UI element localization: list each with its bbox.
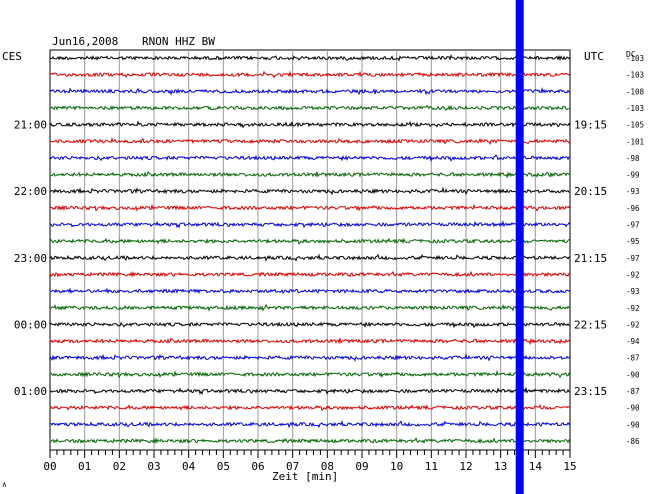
dc-offset-label: -93 [626,287,640,296]
dc-offset-label: -97 [626,254,640,263]
trace-row [49,419,571,429]
corner-mark: ∧ [2,480,7,489]
trace-row [49,186,571,196]
dc-label: DC [626,50,636,59]
trace-row [49,370,571,379]
trace-row [49,104,570,112]
dc-offset-label: -97 [626,221,640,230]
dc-offset-label: -96 [626,204,640,213]
left-time-label: 22:00 [14,185,47,198]
right-time-label: 23:15 [574,385,607,398]
dc-offset-label: -93 [626,187,640,196]
trace-row [49,303,571,312]
x-tick-label: 02 [113,460,126,473]
x-tick-label: 04 [182,460,196,473]
dc-offset-label: -105 [626,121,644,130]
right-time-label: 20:15 [574,185,607,198]
dc-offset-label: -95 [626,237,640,246]
trace-row [49,86,571,96]
trace-row [49,203,571,212]
trace-row [49,237,571,245]
x-tick-label: 03 [147,460,160,473]
dc-offset-label: -86 [626,437,640,446]
trace-row [49,320,571,329]
x-axis-label: Zeit [min] [272,470,339,483]
x-tick-label: 05 [217,460,230,473]
trace-row [49,352,571,362]
left-time-label: 23:00 [14,252,47,265]
x-tick-label: 15 [563,460,576,473]
dc-offset-label: -103 [626,71,644,80]
date-label: Jun16,2008 [52,35,119,48]
x-tick-label: 06 [251,460,264,473]
dc-offset-label: -90 [626,404,640,413]
dc-offset-label: -108 [626,87,645,96]
right-time-label: 19:15 [574,119,607,132]
trace-row [49,154,570,163]
dc-offset-label: -90 [626,420,640,429]
left-time-label: 00:00 [14,318,47,331]
dc-offset-label: -90 [626,370,640,379]
x-tick-label: 08 [321,460,334,473]
event-marker [515,0,524,494]
dc-offset-label: -103 [626,104,644,113]
trace-row [49,120,571,129]
dc-offset-label: -101 [626,137,644,146]
station-label: RNON HHZ BW [142,35,215,48]
x-tick-label: 09 [355,460,368,473]
x-tick-label: 11 [425,460,438,473]
plot-frame [49,49,571,451]
trace-row [49,270,571,278]
trace-row [49,170,571,179]
right-zone-label: UTC [584,50,604,63]
dc-offset-label: -87 [626,354,640,363]
dc-offset-label: -87 [626,387,640,396]
dc-offset-label: -99 [626,171,640,180]
trace-row [49,403,571,412]
x-tick-label: 14 [529,460,543,473]
grid [84,50,536,450]
x-tick-label: 00 [43,460,56,473]
traces [49,54,571,445]
x-tick-label: 07 [286,460,299,473]
x-tick-label: 01 [78,460,91,473]
trace-row [49,70,571,79]
trace-row [49,287,571,295]
dc-offset-label: -98 [626,154,640,163]
left-zone-label: CES [2,50,22,63]
right-time-label: 22:15 [574,318,607,331]
trace-row [49,54,571,62]
trace-row [49,136,571,146]
x-tick-label: 12 [459,460,472,473]
trace-row [49,437,571,445]
row-labels: -103 -103 -108 -103 -105 -101 -98 -99 -93 -96 -97 -… [14,54,645,446]
right-time-label: 21:15 [574,252,607,265]
dc-offset-label: -103 [626,54,644,63]
left-time-label: 01:00 [14,385,47,398]
left-time-label: 21:00 [14,119,47,132]
x-tick-label: 10 [390,460,403,473]
dc-offset-label: -92 [626,270,640,279]
trace-row [49,219,571,229]
dc-offset-label: -94 [626,337,640,346]
x-ticks: 00 01 02 03 04 05 06 07 08 09 10 11 12 13 14 15 [43,450,577,473]
trace-row [49,253,571,262]
trace-row [49,337,571,346]
dc-offset-label: -92 [626,320,640,329]
dc-offset-label: -92 [626,304,640,313]
x-tick-label: 13 [494,460,507,473]
trace-row [50,386,571,396]
